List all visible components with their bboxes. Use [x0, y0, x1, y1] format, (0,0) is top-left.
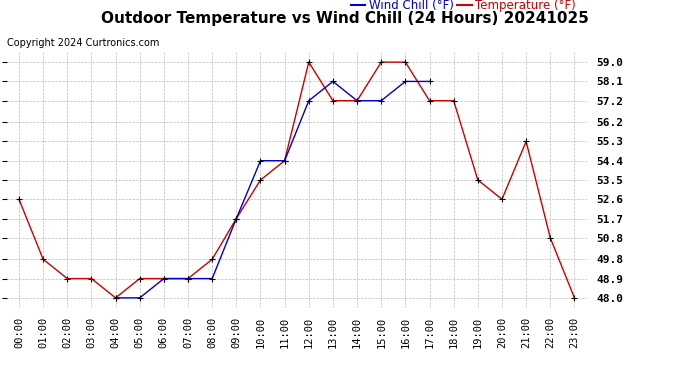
Point	[473, 177, 484, 183]
Point	[183, 276, 194, 282]
Point	[352, 98, 363, 104]
Point	[135, 295, 146, 301]
Text: Outdoor Temperature vs Wind Chill (24 Hours) 20241025: Outdoor Temperature vs Wind Chill (24 Ho…	[101, 11, 589, 26]
Point	[400, 78, 411, 84]
Point	[352, 98, 363, 104]
Point	[159, 276, 170, 282]
Point	[231, 216, 242, 222]
Point	[255, 177, 266, 183]
Point	[424, 98, 435, 104]
Point	[424, 78, 435, 84]
Text: Copyright 2024 Curtronics.com: Copyright 2024 Curtronics.com	[7, 38, 159, 48]
Point	[328, 78, 339, 84]
Point	[183, 276, 194, 282]
Point	[110, 295, 121, 301]
Point	[62, 276, 73, 282]
Point	[110, 295, 121, 301]
Point	[207, 276, 218, 282]
Point	[279, 158, 290, 164]
Point	[497, 196, 508, 202]
Point	[545, 235, 556, 241]
Point	[14, 196, 25, 202]
Point	[376, 98, 387, 104]
Point	[400, 59, 411, 65]
Point	[231, 216, 242, 222]
Point	[304, 98, 315, 104]
Point	[86, 276, 97, 282]
Point	[569, 295, 580, 301]
Point	[448, 98, 460, 104]
Point	[328, 98, 339, 104]
Point	[255, 158, 266, 164]
Point	[207, 256, 218, 262]
Point	[159, 276, 170, 282]
Legend: Wind Chill (°F), Temperature (°F): Wind Chill (°F), Temperature (°F)	[346, 0, 580, 17]
Point	[279, 158, 290, 164]
Point	[521, 138, 532, 144]
Point	[376, 59, 387, 65]
Point	[135, 276, 146, 282]
Point	[304, 59, 315, 65]
Point	[38, 256, 48, 262]
